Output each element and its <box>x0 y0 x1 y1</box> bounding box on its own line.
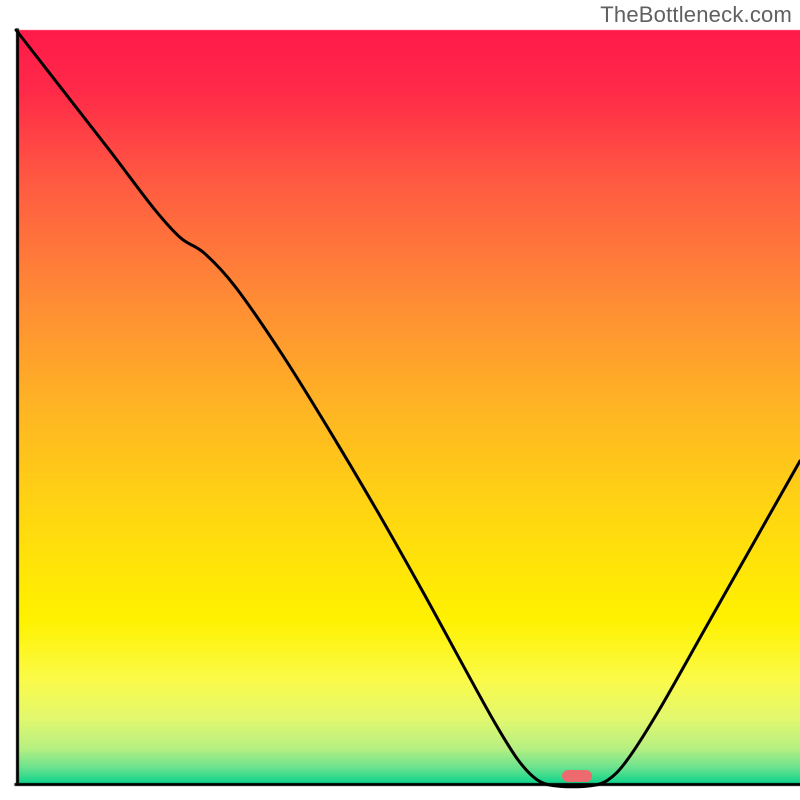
gradient-background <box>0 0 800 800</box>
optimal-point-marker <box>562 770 592 782</box>
chart-container: TheBottleneck.com <box>0 0 800 800</box>
watermark-text: TheBottleneck.com <box>600 2 792 28</box>
